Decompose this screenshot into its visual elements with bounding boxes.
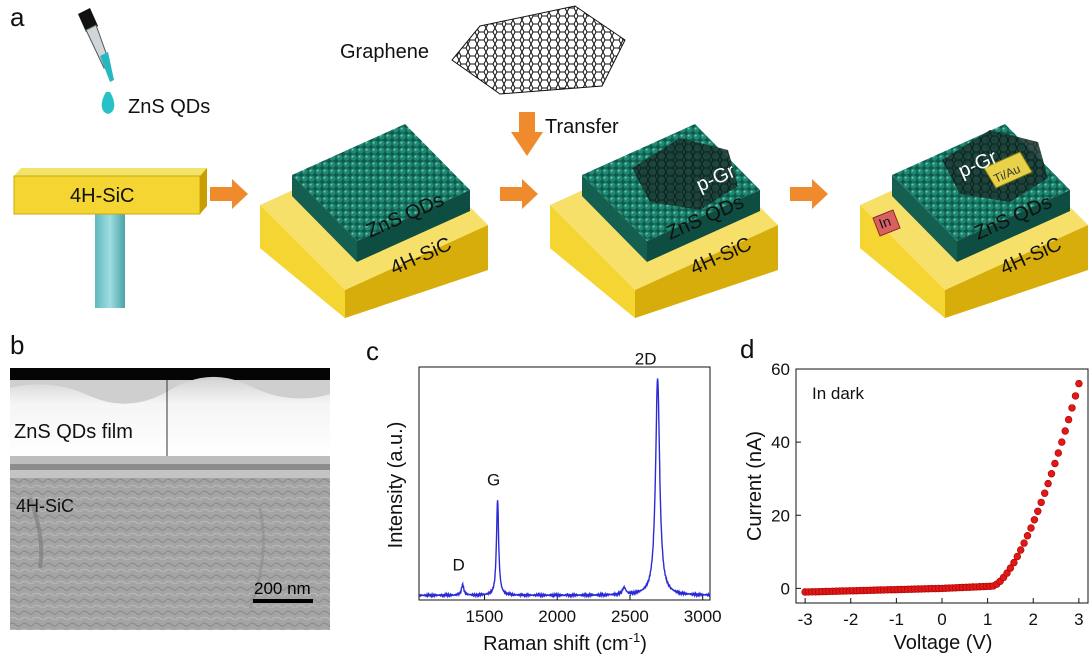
- iv-data-point: [1010, 558, 1018, 567]
- raman-x-tick-label: 2000: [538, 607, 576, 626]
- schematic-diagram: ZnS QDs Graphene Transfer 4H-SiC ZnS QDs…: [13, 5, 1088, 318]
- iv-data-point: [1003, 569, 1011, 577]
- device-block-2: [260, 124, 488, 318]
- iv-x-tick-label: 3: [1074, 610, 1083, 629]
- substrate-label-sem: 4H-SiC: [16, 496, 74, 516]
- iv-data-point: [1027, 524, 1035, 532]
- panel-b-letter: b: [10, 330, 25, 360]
- label-qds: ZnS QDs: [128, 96, 210, 118]
- iv-data-point: [1075, 379, 1083, 388]
- label-graphene: Graphene: [340, 41, 429, 63]
- iv-y-tick-label: 0: [781, 579, 790, 598]
- iv-data-point: [1044, 479, 1052, 488]
- iv-data-point: [1054, 449, 1062, 457]
- iv-y-tick-label: 20: [771, 506, 790, 525]
- iv-data-point: [1013, 552, 1021, 561]
- raman-x-tick-label: 1500: [466, 607, 504, 626]
- sem-micrograph: ZnS QDs film 4H-SiC 200 nm: [10, 368, 330, 630]
- iv-data-point: [1061, 427, 1069, 435]
- iv-data-point: [1047, 469, 1056, 478]
- process-arrows: [210, 112, 828, 209]
- iv-data-point: [1064, 415, 1073, 424]
- raman-series-line: [418, 378, 711, 599]
- raman-peak-label: G: [487, 471, 500, 490]
- raman-peak-label: D: [453, 556, 465, 575]
- label-transfer: Transfer: [545, 116, 619, 138]
- panel-d-letter: d: [740, 334, 755, 364]
- iv-x-tick-label: 0: [937, 610, 946, 629]
- label-indium: In: [877, 213, 893, 232]
- iv-data-point: [1071, 392, 1080, 400]
- panel-a-letter: a: [10, 2, 25, 32]
- device-block-3: [550, 124, 778, 318]
- sic-substrate-1: [13, 168, 207, 308]
- graphene-flake: [451, 5, 626, 95]
- iv-data-point: [1058, 438, 1066, 446]
- iv-data-point: [1051, 459, 1059, 468]
- iv-data-point: [1006, 564, 1015, 572]
- label-substrate-1: 4H-SiC: [70, 185, 134, 207]
- iv-data-point: [1037, 498, 1045, 507]
- iv-x-tick-label: -2: [843, 610, 858, 629]
- raman-axes-frame: [418, 366, 711, 601]
- raman-chart: 1500 2000 2500 3000 D G 2D Raman shift (cm-1)…: [385, 350, 722, 655]
- iv-data-point: [1041, 489, 1049, 497]
- dropper-icon: [78, 8, 115, 114]
- iv-annotation: In dark: [812, 384, 864, 403]
- raman-xlabel: Raman shift (cm-1): [483, 630, 647, 655]
- iv-data-point: [1017, 546, 1025, 554]
- iv-xlabel: Voltage (V): [894, 632, 993, 654]
- iv-x-tick-label: -1: [889, 610, 904, 629]
- iv-x-tick-label: -3: [798, 610, 813, 629]
- panel-c-letter: c: [366, 336, 379, 366]
- scale-bar-label: 200 nm: [254, 579, 311, 598]
- iv-data-point: [1023, 532, 1032, 540]
- iv-data-point: [1020, 539, 1028, 547]
- iv-ylabel: Current (nA): [744, 431, 766, 541]
- raman-peak-label: 2D: [635, 350, 657, 369]
- iv-data-point: [1030, 516, 1039, 524]
- iv-x-tick-label: 1: [983, 610, 992, 629]
- raman-x-tick-label: 2500: [611, 607, 649, 626]
- iv-axes-frame: [795, 368, 1089, 604]
- raman-x-tick-label: 3000: [684, 607, 722, 626]
- film-label: ZnS QDs film: [14, 421, 133, 443]
- iv-y-tick-label: 60: [771, 360, 790, 379]
- iv-chart: -3 -2 -1 0 1 2 3 0 20 40 60 In dark Voltage (V) Cu…: [744, 360, 1089, 654]
- iv-x-tick-label: 2: [1029, 610, 1038, 629]
- device-block-4: [860, 124, 1088, 318]
- iv-data-point: [1068, 404, 1076, 412]
- raman-ylabel: Intensity (a.u.): [385, 422, 407, 549]
- iv-y-tick-label: 40: [771, 433, 790, 452]
- iv-data-point: [1034, 507, 1042, 516]
